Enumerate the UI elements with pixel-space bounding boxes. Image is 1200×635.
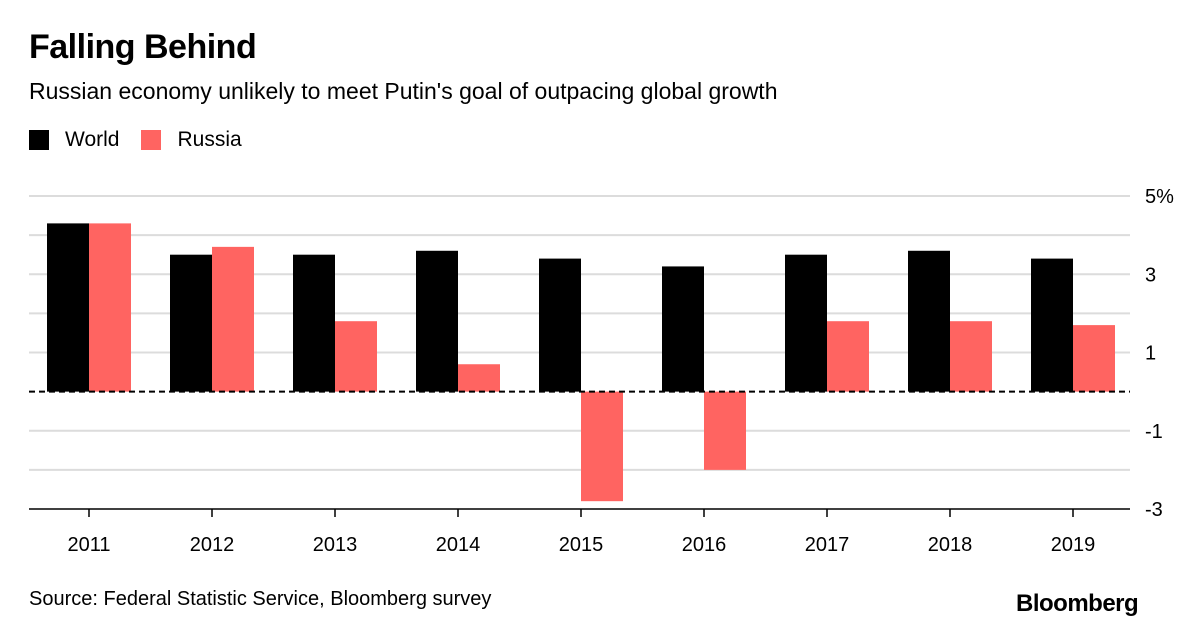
bars bbox=[47, 223, 1115, 502]
x-tick-label: 2011 bbox=[67, 534, 110, 556]
legend-item-world: World bbox=[29, 128, 119, 152]
bar-world-2014 bbox=[416, 250, 458, 392]
bar-russia-2012 bbox=[212, 246, 254, 392]
x-tick-label: 2014 bbox=[436, 534, 481, 556]
bar-russia-2017 bbox=[827, 321, 869, 392]
x-tick-label: 2013 bbox=[313, 534, 358, 556]
bar-russia-2015 bbox=[581, 391, 623, 502]
axes bbox=[29, 390, 1130, 517]
bar-world-2019 bbox=[1031, 258, 1073, 392]
bloomberg-logo: Bloomberg bbox=[1016, 590, 1139, 617]
x-tick-label: 2017 bbox=[805, 534, 850, 556]
x-tick-label: 2016 bbox=[682, 534, 727, 556]
x-tick-label: 2018 bbox=[928, 534, 973, 556]
x-tick-label: 2012 bbox=[190, 534, 235, 556]
chart-title: Falling Behind bbox=[29, 28, 257, 66]
legend-swatch-russia bbox=[141, 130, 162, 150]
bar-russia-2011 bbox=[89, 223, 131, 392]
bar-world-2018 bbox=[908, 250, 950, 392]
y-tick-label: 3 bbox=[1145, 264, 1156, 286]
bar-world-2013 bbox=[293, 254, 335, 392]
bar-russia-2014 bbox=[458, 364, 500, 392]
y-tick-label: -3 bbox=[1145, 499, 1163, 521]
bar-world-2017 bbox=[785, 254, 827, 392]
legend-swatch-world bbox=[29, 130, 49, 150]
y-tick-label: 5% bbox=[1145, 186, 1174, 208]
x-tick-label: 2019 bbox=[1051, 534, 1096, 556]
legend-item-russia: Russia bbox=[141, 128, 242, 152]
x-tick-label: 2015 bbox=[559, 534, 604, 556]
legend-label-world: World bbox=[65, 128, 120, 151]
bar-world-2015 bbox=[539, 258, 581, 392]
y-tick-label: 1 bbox=[1145, 343, 1156, 365]
y-tick-label: -1 bbox=[1145, 421, 1163, 443]
bar-world-2011 bbox=[47, 223, 89, 392]
bar-russia-2016 bbox=[704, 391, 746, 470]
bar-world-2012 bbox=[170, 254, 212, 392]
bar-russia-2019 bbox=[1073, 325, 1115, 392]
bar-russia-2013 bbox=[335, 321, 377, 392]
bar-world-2016 bbox=[662, 266, 704, 392]
legend-label-russia: Russia bbox=[177, 128, 242, 151]
chart-subtitle: Russian economy unlikely to meet Putin's… bbox=[29, 78, 778, 104]
bar-russia-2018 bbox=[950, 321, 992, 392]
tick-labels: 2011 2012 2013 2014 2015 2016 2017 2018 2019 5% 3 1… bbox=[67, 186, 1174, 556]
source-note: Source: Federal Statistic Service, Bloom… bbox=[29, 588, 492, 610]
legend: World Russia bbox=[29, 128, 264, 152]
